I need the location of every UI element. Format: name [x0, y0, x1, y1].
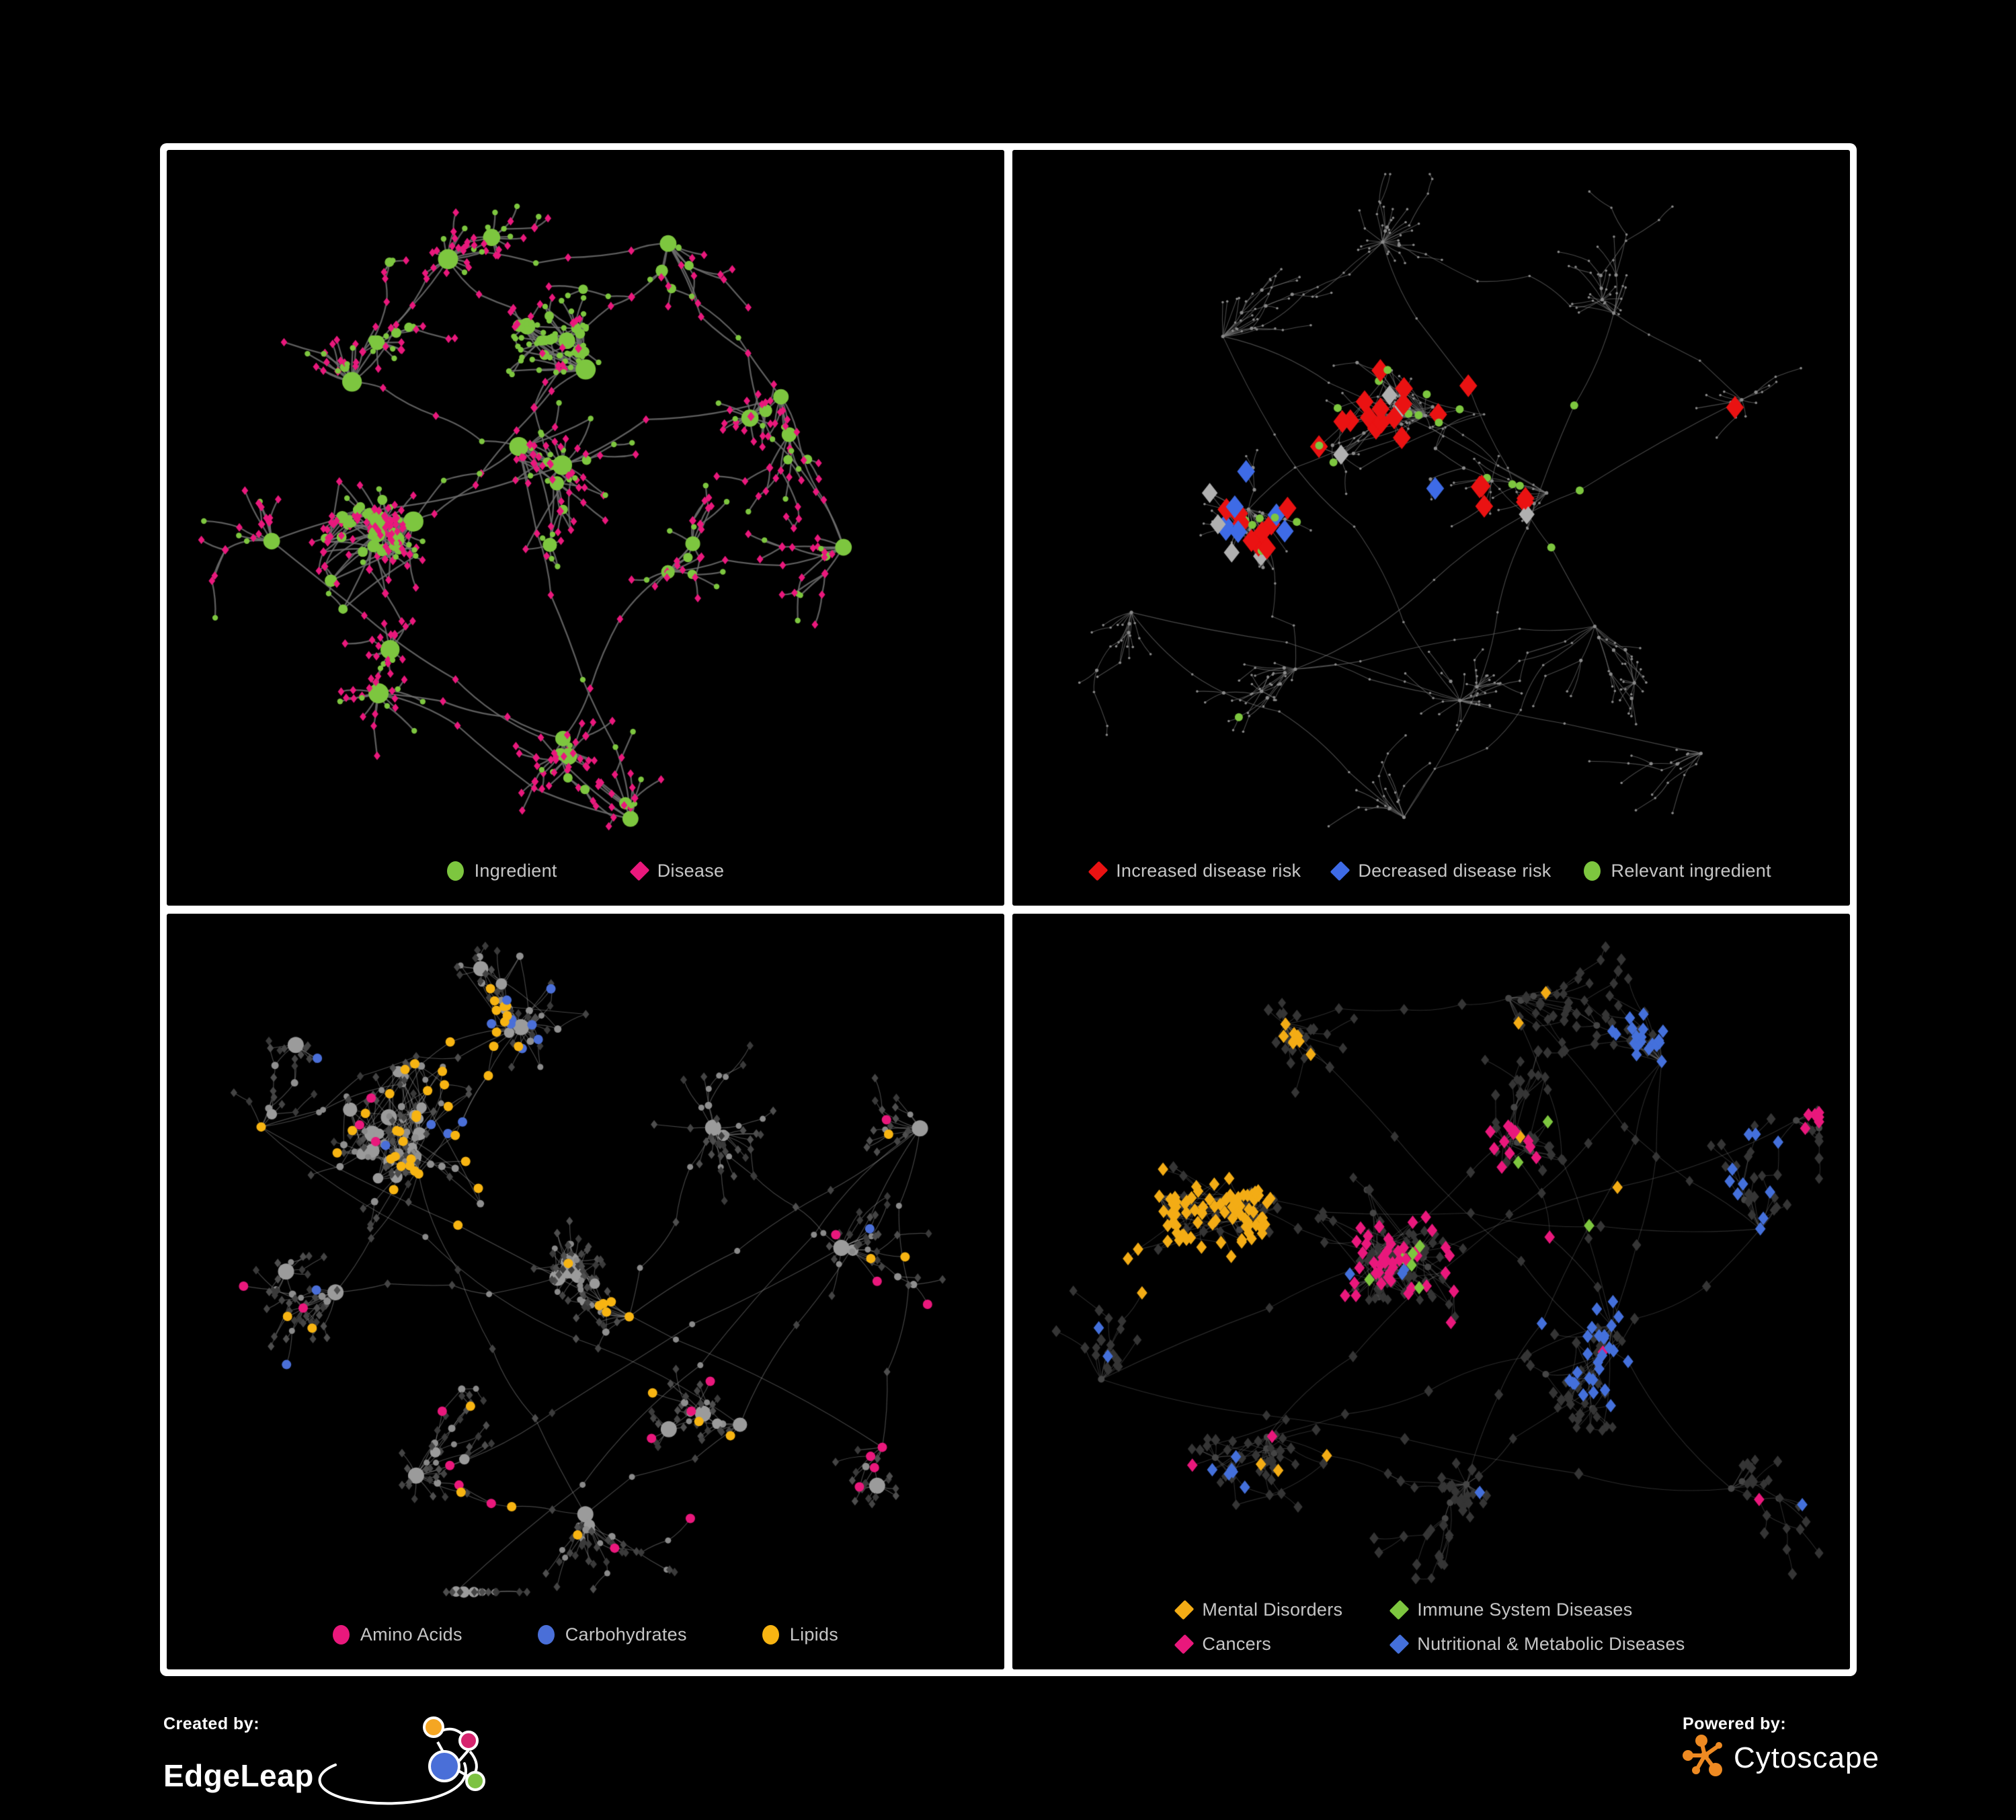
legend-label: Nutritional & Metabolic Diseases	[1417, 1634, 1685, 1654]
legend-label: Mental Disorders	[1202, 1599, 1343, 1620]
lipids-swatch-icon	[762, 1625, 779, 1645]
disease-swatch-icon	[629, 861, 650, 881]
legend-label: Amino Acids	[360, 1624, 462, 1645]
legend-item: Lipids	[762, 1624, 838, 1645]
legend-label: Cancers	[1202, 1634, 1272, 1654]
edgeleap-brand-text: EdgeLeap	[163, 1758, 314, 1793]
created-by-label: Created by:	[163, 1714, 260, 1733]
legend-label: Immune System Diseases	[1417, 1599, 1633, 1620]
figure-frame: Ingredient Disease Increased disease ris…	[160, 143, 1857, 1676]
legend-label: Decreased disease risk	[1358, 861, 1551, 881]
mental-disorders-swatch-icon	[1174, 1599, 1195, 1620]
legend-item: Relevant ingredient	[1583, 861, 1771, 881]
legend-nutrient-classes: Amino Acids Carbohydrates Lipids	[167, 1624, 1004, 1645]
legend-item: Mental Disorders	[1174, 1599, 1343, 1620]
nutritional-metabolic-swatch-icon	[1389, 1634, 1410, 1655]
carbohydrates-swatch-icon	[537, 1625, 555, 1645]
legend-label: Disease	[657, 861, 725, 881]
legend-item: Ingredient	[446, 861, 557, 881]
legend-item: Cancers	[1174, 1634, 1342, 1655]
cancers-swatch-icon	[1174, 1634, 1195, 1655]
legend-label: Ingredient	[474, 861, 557, 881]
increased-risk-swatch-icon	[1088, 861, 1108, 881]
cytoscape-brand-text: Cytoscape	[1734, 1741, 1880, 1774]
panel-nutrient-classes: Amino Acids Carbohydrates Lipids	[167, 914, 1004, 1669]
legend-label: Increased disease risk	[1116, 861, 1301, 881]
network-graph-nutrient-classes	[167, 914, 1004, 1669]
network-graph-disease-risk	[1012, 150, 1850, 906]
legend-item: Immune System Diseases	[1389, 1599, 1685, 1620]
ingredient-swatch-icon	[446, 861, 464, 881]
legend-item: Disease	[629, 861, 725, 881]
immune-system-swatch-icon	[1389, 1599, 1410, 1620]
panel-disease-risk: Increased disease risk Decreased disease…	[1012, 150, 1850, 906]
legend-label: Carbohydrates	[565, 1624, 687, 1645]
panel-ingredient-disease: Ingredient Disease	[167, 150, 1004, 906]
legend-disease-risk: Increased disease risk Decreased disease…	[1012, 861, 1850, 881]
legend-item: Carbohydrates	[537, 1624, 687, 1645]
panel-disease-classes: Mental Disorders Immune System Diseases …	[1012, 914, 1850, 1669]
legend-disease-classes: Mental Disorders Immune System Diseases …	[1012, 1599, 1850, 1655]
legend-label: Lipids	[789, 1624, 839, 1645]
decreased-risk-swatch-icon	[1330, 861, 1350, 881]
network-graph-disease-classes	[1012, 914, 1850, 1669]
legend-ingredient-disease: Ingredient Disease	[167, 861, 1004, 881]
legend-item: Nutritional & Metabolic Diseases	[1389, 1634, 1685, 1655]
legend-item: Decreased disease risk	[1330, 861, 1551, 881]
network-graph-ingredient-disease	[167, 150, 1004, 906]
created-by-block: Created by: EdgeLeap	[163, 1714, 510, 1812]
legend-label: Relevant ingredient	[1611, 861, 1771, 881]
cytoscape-logo-icon	[1683, 1735, 1722, 1776]
relevant-ingredient-swatch-icon	[1583, 861, 1601, 881]
powered-by-label: Powered by:	[1683, 1714, 1787, 1733]
edgeleap-logo-icon	[318, 1716, 485, 1805]
powered-by-block: Powered by: Cytoscape	[1683, 1714, 1880, 1778]
legend-item: Increased disease risk	[1088, 861, 1301, 881]
legend-item: Amino Acids	[332, 1624, 462, 1645]
amino-acids-swatch-icon	[332, 1625, 350, 1645]
